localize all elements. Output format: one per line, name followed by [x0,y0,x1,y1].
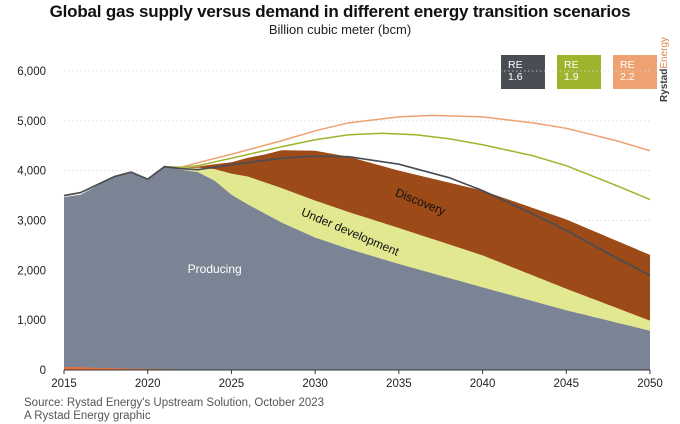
graphic-credit: A Rystad Energy graphic [24,410,151,422]
line-re16 [63,155,651,277]
x-tick-label: 2050 [637,378,663,390]
legend-re16: RE 1.6 [501,55,545,89]
x-tick-label: 2015 [51,378,77,390]
x-tick-label: 2025 [219,378,245,390]
y-tick-label: 5,000 [17,116,46,128]
area-sliver [64,367,198,370]
y-tick-label: 3,000 [17,216,46,228]
x-tick-label: 2035 [386,378,412,390]
x-tick-label: 2040 [470,378,496,390]
x-tick-label: 2030 [302,378,328,390]
x-tick-label: 2045 [553,378,579,390]
area-discovery [64,150,650,321]
area-under-development [64,166,650,331]
y-tick-label: 0 [40,365,46,377]
chart-subtitle: Billion cubic meter (bcm) [268,22,412,37]
source-note: Source: Rystad Energy's Upstream Solutio… [24,397,325,409]
y-tick-label: 1,000 [17,315,46,327]
y-tick-label: 2,000 [17,265,46,277]
y-tick-label: 6,000 [17,66,46,78]
x-tick-label: 2020 [135,378,161,390]
area-producing [64,166,650,370]
y-tick-label: 4,000 [17,166,46,178]
chart-title: Global gas supply versus demand in diffe… [49,2,631,21]
label-producing: Producing [188,262,242,276]
legend-re19: RE 1.9 [557,55,601,89]
legend-re22: RE 2.2 [613,55,657,89]
